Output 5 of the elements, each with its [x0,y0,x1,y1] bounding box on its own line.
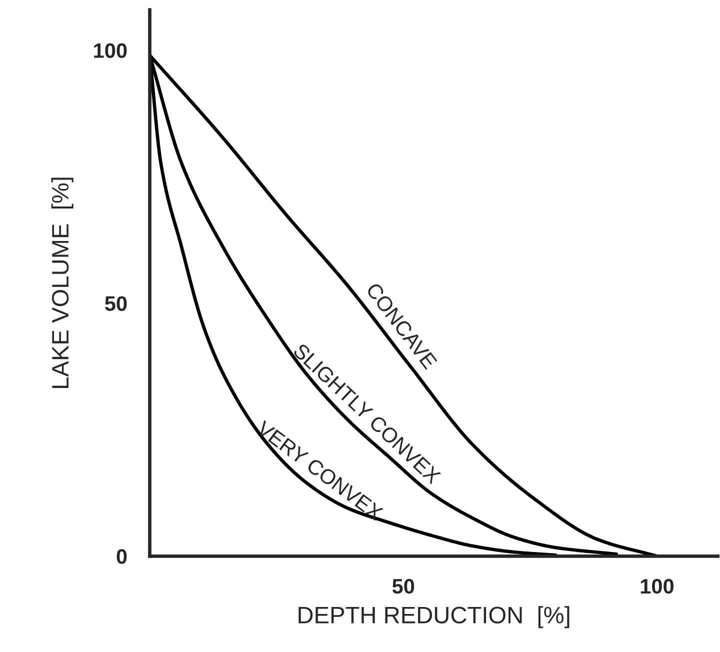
x-axis-title: DEPTH REDUCTION [%] [298,606,570,628]
y-axis-title: LAKE VOLUME [%] [51,178,74,388]
y-tick-label: 100 [94,43,127,58]
y-tick-label: 50 [105,296,127,311]
y-tick-label: 0 [116,549,127,564]
